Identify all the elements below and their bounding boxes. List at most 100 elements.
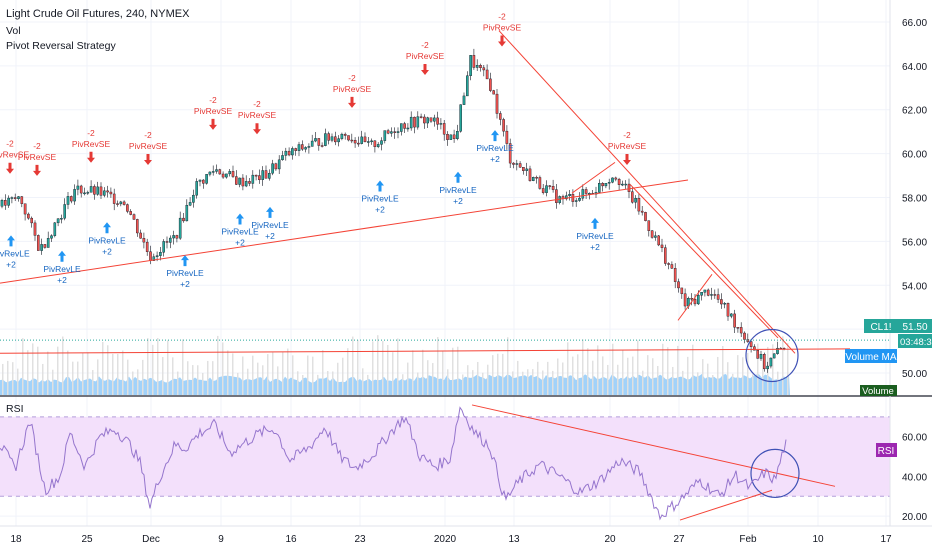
candle[interactable] xyxy=(601,182,604,192)
candle[interactable] xyxy=(238,177,241,188)
circle-annotation[interactable] xyxy=(745,328,799,383)
candle[interactable] xyxy=(231,165,235,178)
time-tick-label[interactable]: 18 xyxy=(10,534,22,545)
candle[interactable] xyxy=(135,218,139,237)
candle[interactable] xyxy=(258,169,261,184)
candle[interactable] xyxy=(291,146,294,160)
candle[interactable] xyxy=(598,179,601,193)
candle[interactable] xyxy=(644,211,647,222)
time-tick-label[interactable]: 16 xyxy=(285,534,297,545)
candle[interactable] xyxy=(287,147,291,157)
candle[interactable] xyxy=(218,168,222,175)
trendline[interactable] xyxy=(679,489,773,521)
candle[interactable] xyxy=(301,140,304,151)
candle[interactable] xyxy=(614,176,618,182)
candle[interactable] xyxy=(690,293,693,306)
candle[interactable] xyxy=(446,131,449,146)
candle[interactable] xyxy=(37,234,40,251)
candle[interactable] xyxy=(499,111,502,126)
candle[interactable] xyxy=(631,187,634,204)
candle[interactable] xyxy=(142,232,146,249)
candle[interactable] xyxy=(281,150,284,161)
price-tick-label[interactable]: 60.00 xyxy=(902,150,927,161)
candle[interactable] xyxy=(129,209,133,216)
candle[interactable] xyxy=(314,131,317,143)
candle[interactable] xyxy=(604,183,608,189)
candle[interactable] xyxy=(713,289,717,299)
candle[interactable] xyxy=(700,292,703,301)
candle[interactable] xyxy=(535,175,538,184)
candle[interactable] xyxy=(43,244,47,249)
candle[interactable] xyxy=(756,349,759,359)
candle[interactable] xyxy=(251,170,255,189)
candle[interactable] xyxy=(525,162,528,177)
candle[interactable] xyxy=(436,111,439,130)
time-tick-label[interactable]: 2020 xyxy=(434,534,457,545)
candle[interactable] xyxy=(584,187,588,199)
trendline[interactable] xyxy=(471,404,836,487)
candle[interactable] xyxy=(96,181,99,196)
candle[interactable] xyxy=(327,131,331,145)
candle[interactable] xyxy=(634,195,637,209)
candle[interactable] xyxy=(466,71,469,97)
candle[interactable] xyxy=(370,138,373,145)
time-tick-label[interactable]: 17 xyxy=(880,534,892,545)
rsi-tick-label[interactable]: 40.00 xyxy=(902,472,927,483)
candle[interactable] xyxy=(284,147,288,161)
candle[interactable] xyxy=(730,313,733,319)
candle[interactable] xyxy=(215,164,218,174)
candle[interactable] xyxy=(551,179,555,193)
candle[interactable] xyxy=(116,200,119,207)
time-tick-label[interactable]: 13 xyxy=(508,534,520,545)
candle[interactable] xyxy=(69,195,73,204)
candle[interactable] xyxy=(545,180,548,197)
candle[interactable] xyxy=(376,142,380,149)
candle[interactable] xyxy=(482,64,486,77)
price-tick-label[interactable]: 62.00 xyxy=(902,106,927,117)
candle[interactable] xyxy=(337,135,340,147)
candle[interactable] xyxy=(409,111,413,131)
time-tick-label[interactable]: 9 xyxy=(218,534,224,545)
candle[interactable] xyxy=(60,214,63,224)
candle[interactable] xyxy=(228,168,232,177)
candle[interactable] xyxy=(63,198,66,221)
candle[interactable] xyxy=(703,289,707,297)
candle[interactable] xyxy=(396,127,400,139)
time-tick-label[interactable]: 10 xyxy=(812,534,824,545)
candle[interactable] xyxy=(73,184,76,205)
candle[interactable] xyxy=(7,195,10,208)
rsi-line[interactable] xyxy=(0,406,787,521)
candle[interactable] xyxy=(459,104,463,133)
candle[interactable] xyxy=(710,287,713,300)
candle[interactable] xyxy=(46,231,50,248)
candle[interactable] xyxy=(89,180,93,193)
candle[interactable] xyxy=(274,162,278,171)
candle[interactable] xyxy=(109,187,113,198)
candle[interactable] xyxy=(264,165,268,179)
candle[interactable] xyxy=(225,173,228,179)
candle[interactable] xyxy=(102,187,106,198)
candle[interactable] xyxy=(234,170,238,186)
candle[interactable] xyxy=(650,230,654,239)
candle[interactable] xyxy=(403,121,406,133)
rsi-tick-label[interactable]: 60.00 xyxy=(902,433,927,444)
candle[interactable] xyxy=(66,192,70,210)
candle[interactable] xyxy=(343,132,347,140)
candle[interactable] xyxy=(637,193,641,215)
candle-layer[interactable] xyxy=(0,48,786,373)
candle[interactable] xyxy=(769,357,773,369)
candle[interactable] xyxy=(106,185,109,198)
price-tick-label[interactable]: 54.00 xyxy=(902,281,927,292)
candle[interactable] xyxy=(360,130,364,145)
price-tick-label[interactable]: 56.00 xyxy=(902,237,927,248)
candle[interactable] xyxy=(30,216,34,228)
candle[interactable] xyxy=(188,197,192,207)
candle[interactable] xyxy=(706,288,710,297)
candle[interactable] xyxy=(211,165,215,176)
candle[interactable] xyxy=(532,176,535,182)
candle[interactable] xyxy=(413,116,416,134)
circle-annotation[interactable] xyxy=(750,448,800,499)
candle[interactable] xyxy=(198,179,202,187)
candle[interactable] xyxy=(485,64,489,80)
trendline[interactable] xyxy=(0,348,851,354)
